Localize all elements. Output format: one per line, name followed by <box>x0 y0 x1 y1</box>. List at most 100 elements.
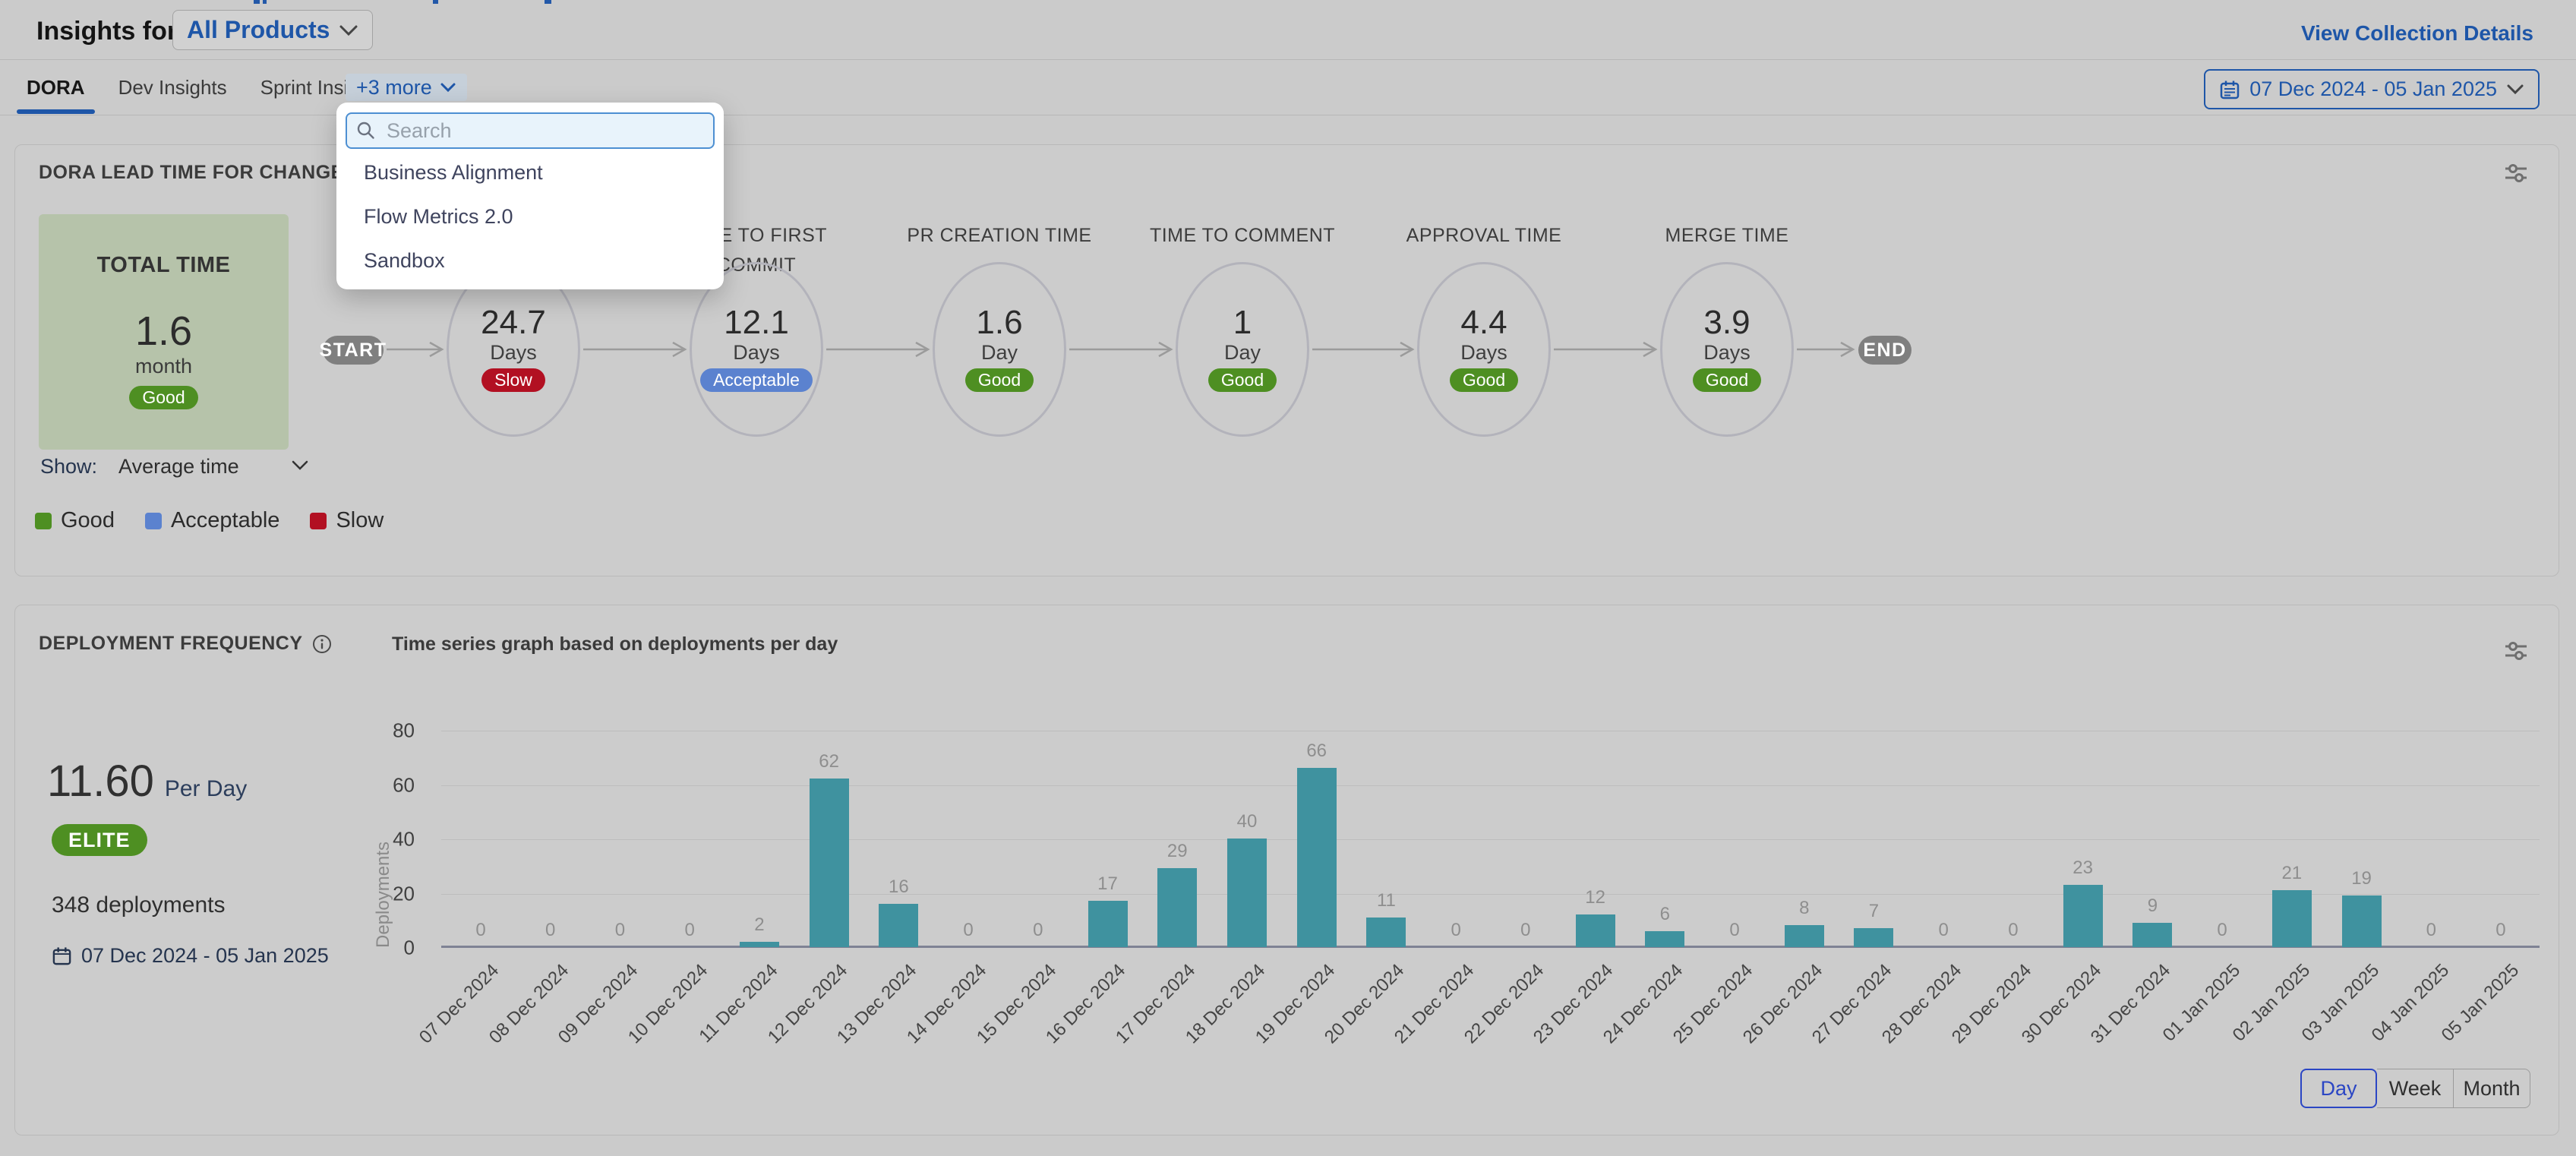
bar-value-label: 23 <box>2072 857 2093 878</box>
stage-unit: Day <box>1223 341 1261 364</box>
product-selector-label: All Products <box>187 16 330 43</box>
total-time-box: TOTAL TIME 1.6 month Good <box>39 214 289 450</box>
stage-circle: 1 Day Good <box>1176 262 1309 437</box>
date-range-label: 07 Dec 2024 - 05 Jan 2025 <box>2249 77 2497 100</box>
chart-settings-icon[interactable] <box>2504 163 2528 184</box>
bar-value-label: 0 <box>963 920 974 940</box>
status-legend: Good Acceptable Slow <box>35 508 384 533</box>
page-title: Insights for <box>36 17 178 46</box>
dropdown-item[interactable]: Sandbox <box>364 249 445 272</box>
deployment-bar <box>2341 895 2382 947</box>
stage-value: 1.6 <box>976 304 1023 341</box>
y-axis-tick: 40 <box>393 827 415 851</box>
y-axis-tick: 20 <box>393 882 415 905</box>
deployment-rate: 11.60 Per Day <box>47 757 247 806</box>
bar-value-label: 0 <box>1451 920 1461 940</box>
stage-circle: 12.1 Days Acceptable <box>690 262 823 437</box>
chevron-down-icon <box>339 25 358 36</box>
deployment-bar <box>1784 925 1824 947</box>
bar-value-label: 0 <box>2217 920 2227 940</box>
chevron-down-icon <box>2507 84 2524 94</box>
more-tabs-button[interactable]: +3 more <box>346 74 467 101</box>
bar-value-label: 2 <box>754 914 765 935</box>
deployment-bar <box>2063 884 2103 947</box>
stage-value: 24.7 <box>481 304 546 341</box>
y-axis-tick: 60 <box>393 773 415 796</box>
bar-value-label: 17 <box>1097 873 1118 895</box>
deployments-total: 348 deployments <box>52 892 226 918</box>
gridline <box>441 893 2540 895</box>
flow-connectors <box>387 341 1855 358</box>
deployment-bar <box>1645 930 1685 947</box>
stage-label: PR CREATION TIME <box>907 225 1092 246</box>
bar-value-label: 0 <box>1938 920 1949 940</box>
total-time-status-badge: Good <box>129 386 198 409</box>
dropdown-item[interactable]: Business Alignment <box>364 161 543 184</box>
calendar-icon <box>52 947 71 965</box>
bar-value-label: 21 <box>2281 862 2303 883</box>
more-tabs-dropdown: Business Alignment Flow Metrics 2.0 Sandbo… <box>336 103 724 289</box>
deployment-bar <box>2132 922 2173 947</box>
deployment-bar <box>2271 889 2312 947</box>
date-range-picker[interactable]: 07 Dec 2024 - 05 Jan 2025 <box>2204 69 2540 109</box>
search-input[interactable] <box>346 112 715 149</box>
clipped-text-fragment <box>254 0 260 4</box>
show-label: Show: <box>40 455 98 478</box>
deployment-bar <box>1226 839 1267 947</box>
search-icon <box>357 122 374 139</box>
deployment-bar <box>739 941 779 947</box>
tab-dora[interactable]: DORA <box>17 60 95 115</box>
view-collection-details-link[interactable]: View Collection Details <box>2300 21 2533 45</box>
bar-value-label: 29 <box>1166 841 1188 862</box>
deployment-rate-value: 11.60 <box>47 756 154 806</box>
bar-value-label: 62 <box>819 751 839 772</box>
legend-item: Good <box>35 508 115 533</box>
stage-circle: 3.9 Days Good <box>1660 262 1794 437</box>
bar-value-label: 0 <box>614 920 626 940</box>
bar-value-label: 0 <box>545 920 556 940</box>
product-selector[interactable]: All Products <box>172 10 374 50</box>
elite-tier-badge: ELITE <box>52 824 147 856</box>
legend-swatch <box>35 512 52 529</box>
stage-unit: Days <box>1703 341 1750 364</box>
stage-status-badge: Slow <box>481 368 545 392</box>
granularity-week[interactable]: Week <box>2377 1069 2454 1108</box>
show-value-select[interactable]: Average time <box>118 455 239 478</box>
y-axis-tick: 0 <box>403 936 415 959</box>
dropdown-item[interactable]: Flow Metrics 2.0 <box>364 205 513 228</box>
clipped-text-fragment <box>263 0 267 4</box>
clipped-text-fragment <box>433 0 438 4</box>
chart-settings-icon[interactable] <box>2504 640 2528 662</box>
total-time-value: 1.6 <box>134 308 193 354</box>
legend-label: Good <box>61 508 115 532</box>
granularity-month[interactable]: Month <box>2454 1069 2530 1108</box>
deployment-bar <box>1854 927 1894 947</box>
info-icon[interactable] <box>312 634 332 654</box>
show-selector-row: Show: Average time <box>40 455 308 479</box>
bar-value-label: 0 <box>684 920 695 940</box>
stage-label: MERGE TIME <box>1665 225 1789 246</box>
chevron-down-icon <box>440 83 456 92</box>
granularity-day[interactable]: Day <box>2300 1069 2377 1108</box>
tab-dev-insights[interactable]: Dev Insights <box>118 75 227 99</box>
stage-status-badge: Acceptable <box>700 368 813 392</box>
bar-value-label: 0 <box>2426 920 2436 940</box>
stage-value: 3.9 <box>1703 304 1750 341</box>
stage-unit: Days <box>733 341 780 364</box>
legend-label: Acceptable <box>170 508 280 532</box>
stage-unit: Day <box>980 341 1018 364</box>
stage-unit: Days <box>490 341 537 364</box>
stage-circle: 4.4 Days Good <box>1417 262 1551 437</box>
tab-bar: DORA Dev Insights Sprint Insights +3 more … <box>0 60 2576 115</box>
deployment-date-range-label: 07 Dec 2024 - 05 Jan 2025 <box>81 944 329 967</box>
chevron-down-icon[interactable] <box>291 460 309 472</box>
deployment-card-title: DEPLOYMENT FREQUENCY <box>39 633 303 654</box>
legend-swatch <box>310 512 327 529</box>
legend-item: Slow <box>310 508 384 533</box>
bar-value-label: 0 <box>1729 920 1740 940</box>
total-time-label: TOTAL TIME <box>96 253 231 277</box>
bar-value-label: 9 <box>2147 895 2158 916</box>
flow-end-pill: END <box>1858 336 1911 365</box>
gridline <box>441 839 2540 840</box>
